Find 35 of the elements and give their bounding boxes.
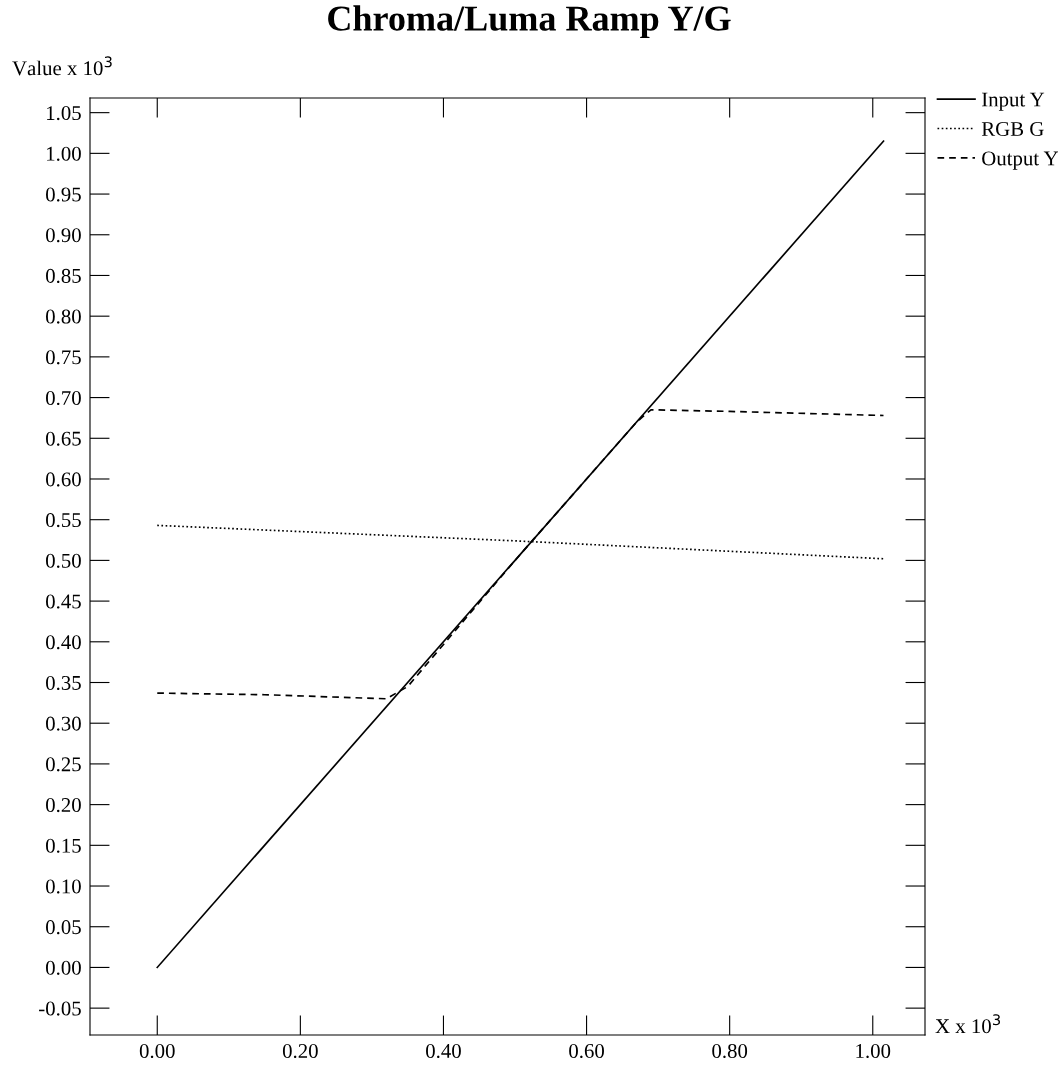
y-tick-label: 0.35 (46, 675, 81, 691)
y-tick-label: 0.00 (46, 960, 81, 975)
y-tick-label: 0.55 (46, 513, 81, 528)
x-tick-label: 0.60 (569, 1043, 604, 1059)
y-tick-label: 0.85 (46, 268, 81, 283)
legend-label: Output Y (982, 151, 1058, 170)
y-tick-label: 0.70 (46, 390, 81, 406)
y-tick-label: 1.05 (47, 106, 81, 121)
x-tick-label: 0.40 (426, 1043, 461, 1059)
y-tick-label: 0.65 (46, 431, 81, 446)
x-tick-label: 1.00 (856, 1043, 891, 1059)
y-tick-label: 0.75 (46, 350, 81, 365)
legend-label: Input Y (982, 92, 1045, 111)
x-tick-label: 0.80 (712, 1043, 748, 1059)
y-tick-label: 0.40 (46, 635, 81, 650)
y-tick-label: 1.00 (47, 146, 81, 161)
y-tick-label: 0.95 (46, 187, 81, 202)
y-tick-label: 0.25 (46, 757, 81, 772)
x-axis-title: X x 10$^{3}$ (935, 1014, 1001, 1034)
chart-title: Chroma/Luma Ramp Y/G (328, 5, 731, 39)
y-tick-label: 0.50 (46, 553, 81, 568)
y-tick-label: 0.80 (46, 309, 81, 324)
y-tick-label: 0.20 (46, 797, 81, 813)
y-tick-label: 0.10 (46, 879, 81, 894)
y-tick-label: 0.90 (46, 228, 81, 243)
y-tick-label: 0.60 (46, 472, 81, 487)
y-tick-label: -0.05 (39, 1001, 81, 1016)
y-tick-label: 0.05 (46, 920, 81, 935)
x-tick-label: 0.00 (139, 1043, 175, 1059)
y-tick-label: 0.45 (46, 594, 81, 609)
y-axis-title: Value x 10$^{3}$ (12, 56, 112, 76)
y-tick-label: 0.15 (46, 838, 81, 853)
legend-label: RGB G (981, 121, 1044, 136)
y-tick-label: 0.30 (46, 716, 81, 731)
x-tick-label: 0.20 (282, 1043, 318, 1059)
